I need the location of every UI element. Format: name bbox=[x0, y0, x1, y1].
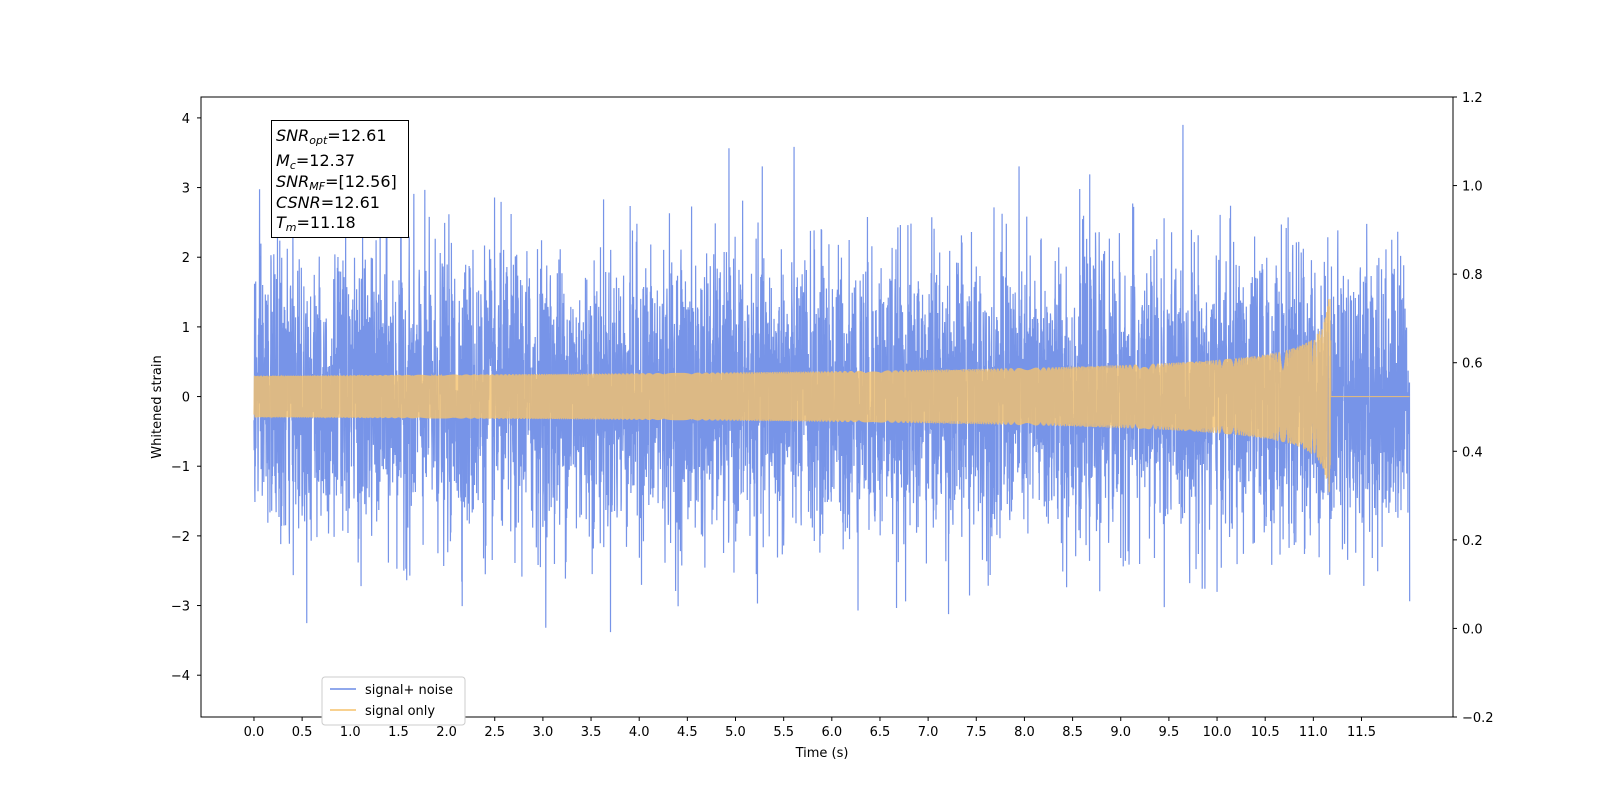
series-layer bbox=[253, 124, 1411, 633]
x-tick-label: 0.0 bbox=[244, 725, 265, 740]
x-tick-label: 9.0 bbox=[1110, 725, 1131, 740]
tm-text: Tm=11.18 bbox=[276, 213, 356, 234]
snr-opt-text: SNRopt=12.61 bbox=[276, 126, 387, 147]
x-tick-label: 2.5 bbox=[484, 725, 505, 740]
x-tick-label: 10.5 bbox=[1251, 725, 1280, 740]
x-tick-label: 6.0 bbox=[821, 725, 842, 740]
legend-label-signal-noise: signal+ noise bbox=[365, 683, 453, 698]
y2-tick-label: −0.2 bbox=[1462, 711, 1494, 726]
x-tick-label: 10.0 bbox=[1203, 725, 1232, 740]
axes-layer: 0.0 0.5 1.0 1.5 2.0 2.5 3.0 3.5 4.0 4.5 5.0 5.5 6.0 6… bbox=[171, 91, 1494, 740]
csnr-text: CSNR=12.61 bbox=[276, 193, 380, 212]
legend-box bbox=[321, 676, 466, 726]
x-tick-label: 6.5 bbox=[870, 725, 891, 740]
y-tick-label: 2 bbox=[182, 251, 190, 266]
x-tick-label: 11.0 bbox=[1299, 725, 1328, 740]
x-tick-label: 4.0 bbox=[629, 725, 650, 740]
plot-frame bbox=[200, 96, 1454, 718]
x-tick-label: 8.5 bbox=[1062, 725, 1083, 740]
x-tick-label: 2.0 bbox=[436, 725, 457, 740]
y-tick-label: 3 bbox=[182, 182, 190, 197]
x-tick-label: 1.5 bbox=[388, 725, 409, 740]
snr-mf-text: SNRMF=[12.56] bbox=[276, 172, 397, 193]
y2-tick-label: 1.2 bbox=[1462, 91, 1483, 106]
y-tick-label: −4 bbox=[171, 669, 190, 684]
x-axis-label: Time (s) bbox=[795, 746, 849, 761]
y-tick-label: −2 bbox=[171, 530, 190, 545]
y2-tick-label: 0.8 bbox=[1462, 268, 1483, 283]
x-tick-label: 3.5 bbox=[581, 725, 602, 740]
x-tick-label: 9.5 bbox=[1159, 725, 1180, 740]
y-tick-label: −3 bbox=[171, 600, 190, 615]
y2-tick-label: 0.2 bbox=[1462, 534, 1483, 549]
x-tick-label: 0.5 bbox=[292, 725, 313, 740]
series-signal-only bbox=[253, 298, 1410, 493]
y-axis-label: Whitened strain bbox=[150, 355, 165, 458]
y2-tick-label: 0.0 bbox=[1462, 622, 1483, 637]
y-tick-label: 1 bbox=[182, 321, 190, 336]
legend: signal+ noise signal only bbox=[321, 676, 466, 726]
y2-tick-label: 1.0 bbox=[1462, 180, 1483, 195]
x-tick-label: 7.0 bbox=[918, 725, 939, 740]
metrics-annotation-box bbox=[271, 120, 409, 238]
legend-label-signal-only: signal only bbox=[365, 704, 435, 719]
y-tick-label: 4 bbox=[182, 112, 190, 127]
y-tick-label: 0 bbox=[182, 391, 190, 406]
x-tick-label: 11.5 bbox=[1347, 725, 1376, 740]
x-tick-label: 8.0 bbox=[1014, 725, 1035, 740]
y-tick-label: −1 bbox=[171, 460, 190, 475]
x-tick-label: 3.0 bbox=[533, 725, 554, 740]
x-tick-label: 5.0 bbox=[725, 725, 746, 740]
x-tick-label: 7.5 bbox=[966, 725, 987, 740]
y2-tick-label: 0.4 bbox=[1462, 445, 1483, 460]
x-tick-label: 1.0 bbox=[340, 725, 361, 740]
y2-tick-label: 0.6 bbox=[1462, 357, 1483, 372]
mc-text: Mc=12.37 bbox=[276, 151, 356, 172]
x-tick-label: 5.5 bbox=[773, 725, 794, 740]
x-tick-label: 4.5 bbox=[677, 725, 698, 740]
